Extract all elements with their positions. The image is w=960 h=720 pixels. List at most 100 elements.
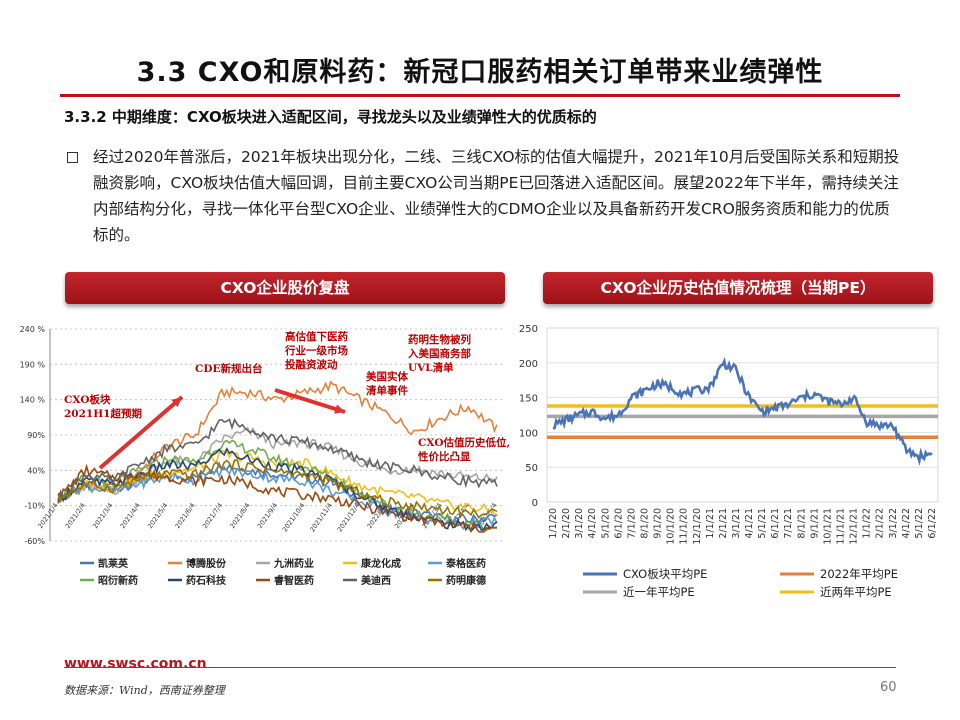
right-y-tick-label: 0 [532,498,538,509]
left-y-tick-label: -10% [24,502,45,511]
right-x-tick-label: 5/1/22 [914,508,925,539]
right-x-tick-label: 10/1/21 [822,508,833,545]
left-x-tick-label: 2021/11/4 [308,502,334,534]
right-x-tick-label: 10/1/20 [666,508,677,545]
right-x-tick-label: 7/1/21 [783,508,794,539]
right-x-tick-label: 1/1/21 [705,508,716,539]
left-x-tick-label: 2021/7/4 [201,502,224,531]
legend-label: 美迪西 [361,574,391,587]
left-series-line [57,426,498,504]
right-x-tick-label: 11/1/20 [679,508,690,545]
legend-label: 近一年平均PE [623,585,695,599]
left-series-line [57,463,498,533]
right-x-tick-label: 3/1/22 [888,508,899,539]
right-x-tick-label: 1/1/20 [548,508,559,539]
chart-annotation: 药明生物被列 [408,333,471,346]
title-divider [60,94,900,97]
legend-label: 昭衍新药 [98,574,138,587]
left-stock-chart: 240 %190 %140 %90%40%-10%-60%2021/1/4 202… [20,325,511,587]
chart-annotation: UVL清单 [408,361,454,374]
right-x-tick-label: 8/1/20 [639,508,650,539]
chart-annotation: CDE新规出台 [195,362,262,375]
left-x-tick-label: 2021/5/4 [146,502,169,531]
left-y-tick-label: 190 % [20,360,46,369]
left-x-tick-label: 2021/10/4 [281,502,307,534]
arrow-head-icon [171,397,182,408]
right-x-tick-label: 11/1/21 [836,508,847,545]
right-y-tick-label: 250 [519,324,538,335]
legend-label: 九洲药业 [273,557,314,570]
legend-label: 泰格医药 [445,557,486,570]
legend-label: 近两年平均PE [820,585,892,599]
right-y-tick-label: 150 [519,394,538,405]
right-x-tick-label: 4/1/21 [744,508,755,539]
legend-label: 博腾股份 [186,557,227,570]
annotation-arrow [274,388,346,414]
right-x-tick-label: 3/1/21 [731,508,742,539]
left-y-tick-label: 90% [27,431,45,440]
section-subtitle: 3.3.2 中期维度：CXO板块进入适配区间，寻找龙头以及业绩弹性大的优质标的 [64,108,597,126]
annotation-arrow [98,395,184,470]
right-x-tick-label: 3/1/20 [574,508,585,539]
legend-label: 康龙化成 [361,557,401,570]
legend-label: 药明康德 [446,574,486,587]
left-series-line [57,447,498,533]
left-chart-title: CXO企业股价复盘 [65,272,505,304]
left-y-tick-label: 40% [27,466,45,475]
footer-url[interactable]: www.swsc.com.cn [64,656,207,672]
right-chart-title: CXO企业历史估值情况梳理（当期PE） [543,272,933,304]
left-x-tick-label: 2021/9/4 [256,502,279,531]
left-y-tick-label: -60% [24,537,45,546]
right-x-tick-label: 2/1/20 [561,508,572,539]
right-x-tick-label: 8/1/21 [796,508,807,539]
right-y-tick-label: 100 [519,428,538,439]
legend-label: 2022年平均PE [820,567,898,581]
chart-annotation: 清单事件 [366,384,408,397]
right-x-tick-label: 5/1/20 [600,508,611,539]
chart-annotation: 投融资波动 [285,358,338,371]
chart-annotation: CXO板块 [64,393,111,406]
legend-label: 睿智医药 [274,574,314,587]
chart-annotation: 行业一级市场 [284,344,348,357]
chart-annotation: CXO估值历史低位, [418,436,510,449]
left-y-tick-label: 240 % [20,325,46,334]
pe-series-line [552,356,933,466]
right-x-tick-label: 5/1/21 [757,508,768,539]
right-x-tick-label: 2/1/21 [718,508,729,539]
chart-annotation: 入美国商务部 [408,347,471,360]
chart-annotation: 高估值下医药 [285,330,348,343]
right-x-tick-label: 6/1/21 [770,508,781,539]
legend-label: 凯莱英 [98,557,129,570]
right-y-tick-label: 200 [519,359,538,370]
right-y-tick-label: 50 [525,463,538,474]
left-y-tick-label: 140 % [20,396,46,405]
chart-annotation: 性价比凸显 [418,450,471,463]
right-x-tick-label: 6/1/20 [613,508,624,539]
body-paragraph: 经过2020年普涨后，2021年板块出现分化，二线、三线CXO标的估值大幅提升，… [93,148,900,244]
right-x-tick-label: 9/1/20 [653,508,664,539]
bullet-square-icon [67,152,78,163]
page-title: 3.3 CXO和原料药：新冠口服药相关订单带来业绩弹性 [136,57,824,88]
page-number: 60 [880,680,897,695]
left-x-tick-label: 2021/3/4 [91,502,114,531]
left-series-line [57,417,498,501]
legend-label: CXO板块平均PE [623,567,707,581]
footer-divider [64,667,896,668]
left-series-line [57,459,498,519]
chart-annotation: 2021H1超预期 [64,407,142,420]
right-x-tick-label: 9/1/21 [809,508,820,539]
right-x-tick-label: 12/1/20 [692,508,703,545]
legend-label: 药石科技 [186,574,227,587]
right-x-tick-label: 6/1/22 [927,508,938,539]
arrow-head-icon [334,404,345,414]
data-source: 数据来源：Wind，西南证券整理 [64,684,225,697]
chart-annotation: 美国实体 [366,370,408,383]
right-x-tick-label: 4/1/20 [587,508,598,539]
right-x-tick-label: 7/1/20 [626,508,637,539]
right-x-tick-label: 2/1/22 [875,508,886,539]
right-x-tick-label: 1/1/22 [862,508,873,539]
right-x-tick-label: 4/1/22 [901,508,912,539]
right-x-tick-label: 12/1/21 [849,508,860,545]
